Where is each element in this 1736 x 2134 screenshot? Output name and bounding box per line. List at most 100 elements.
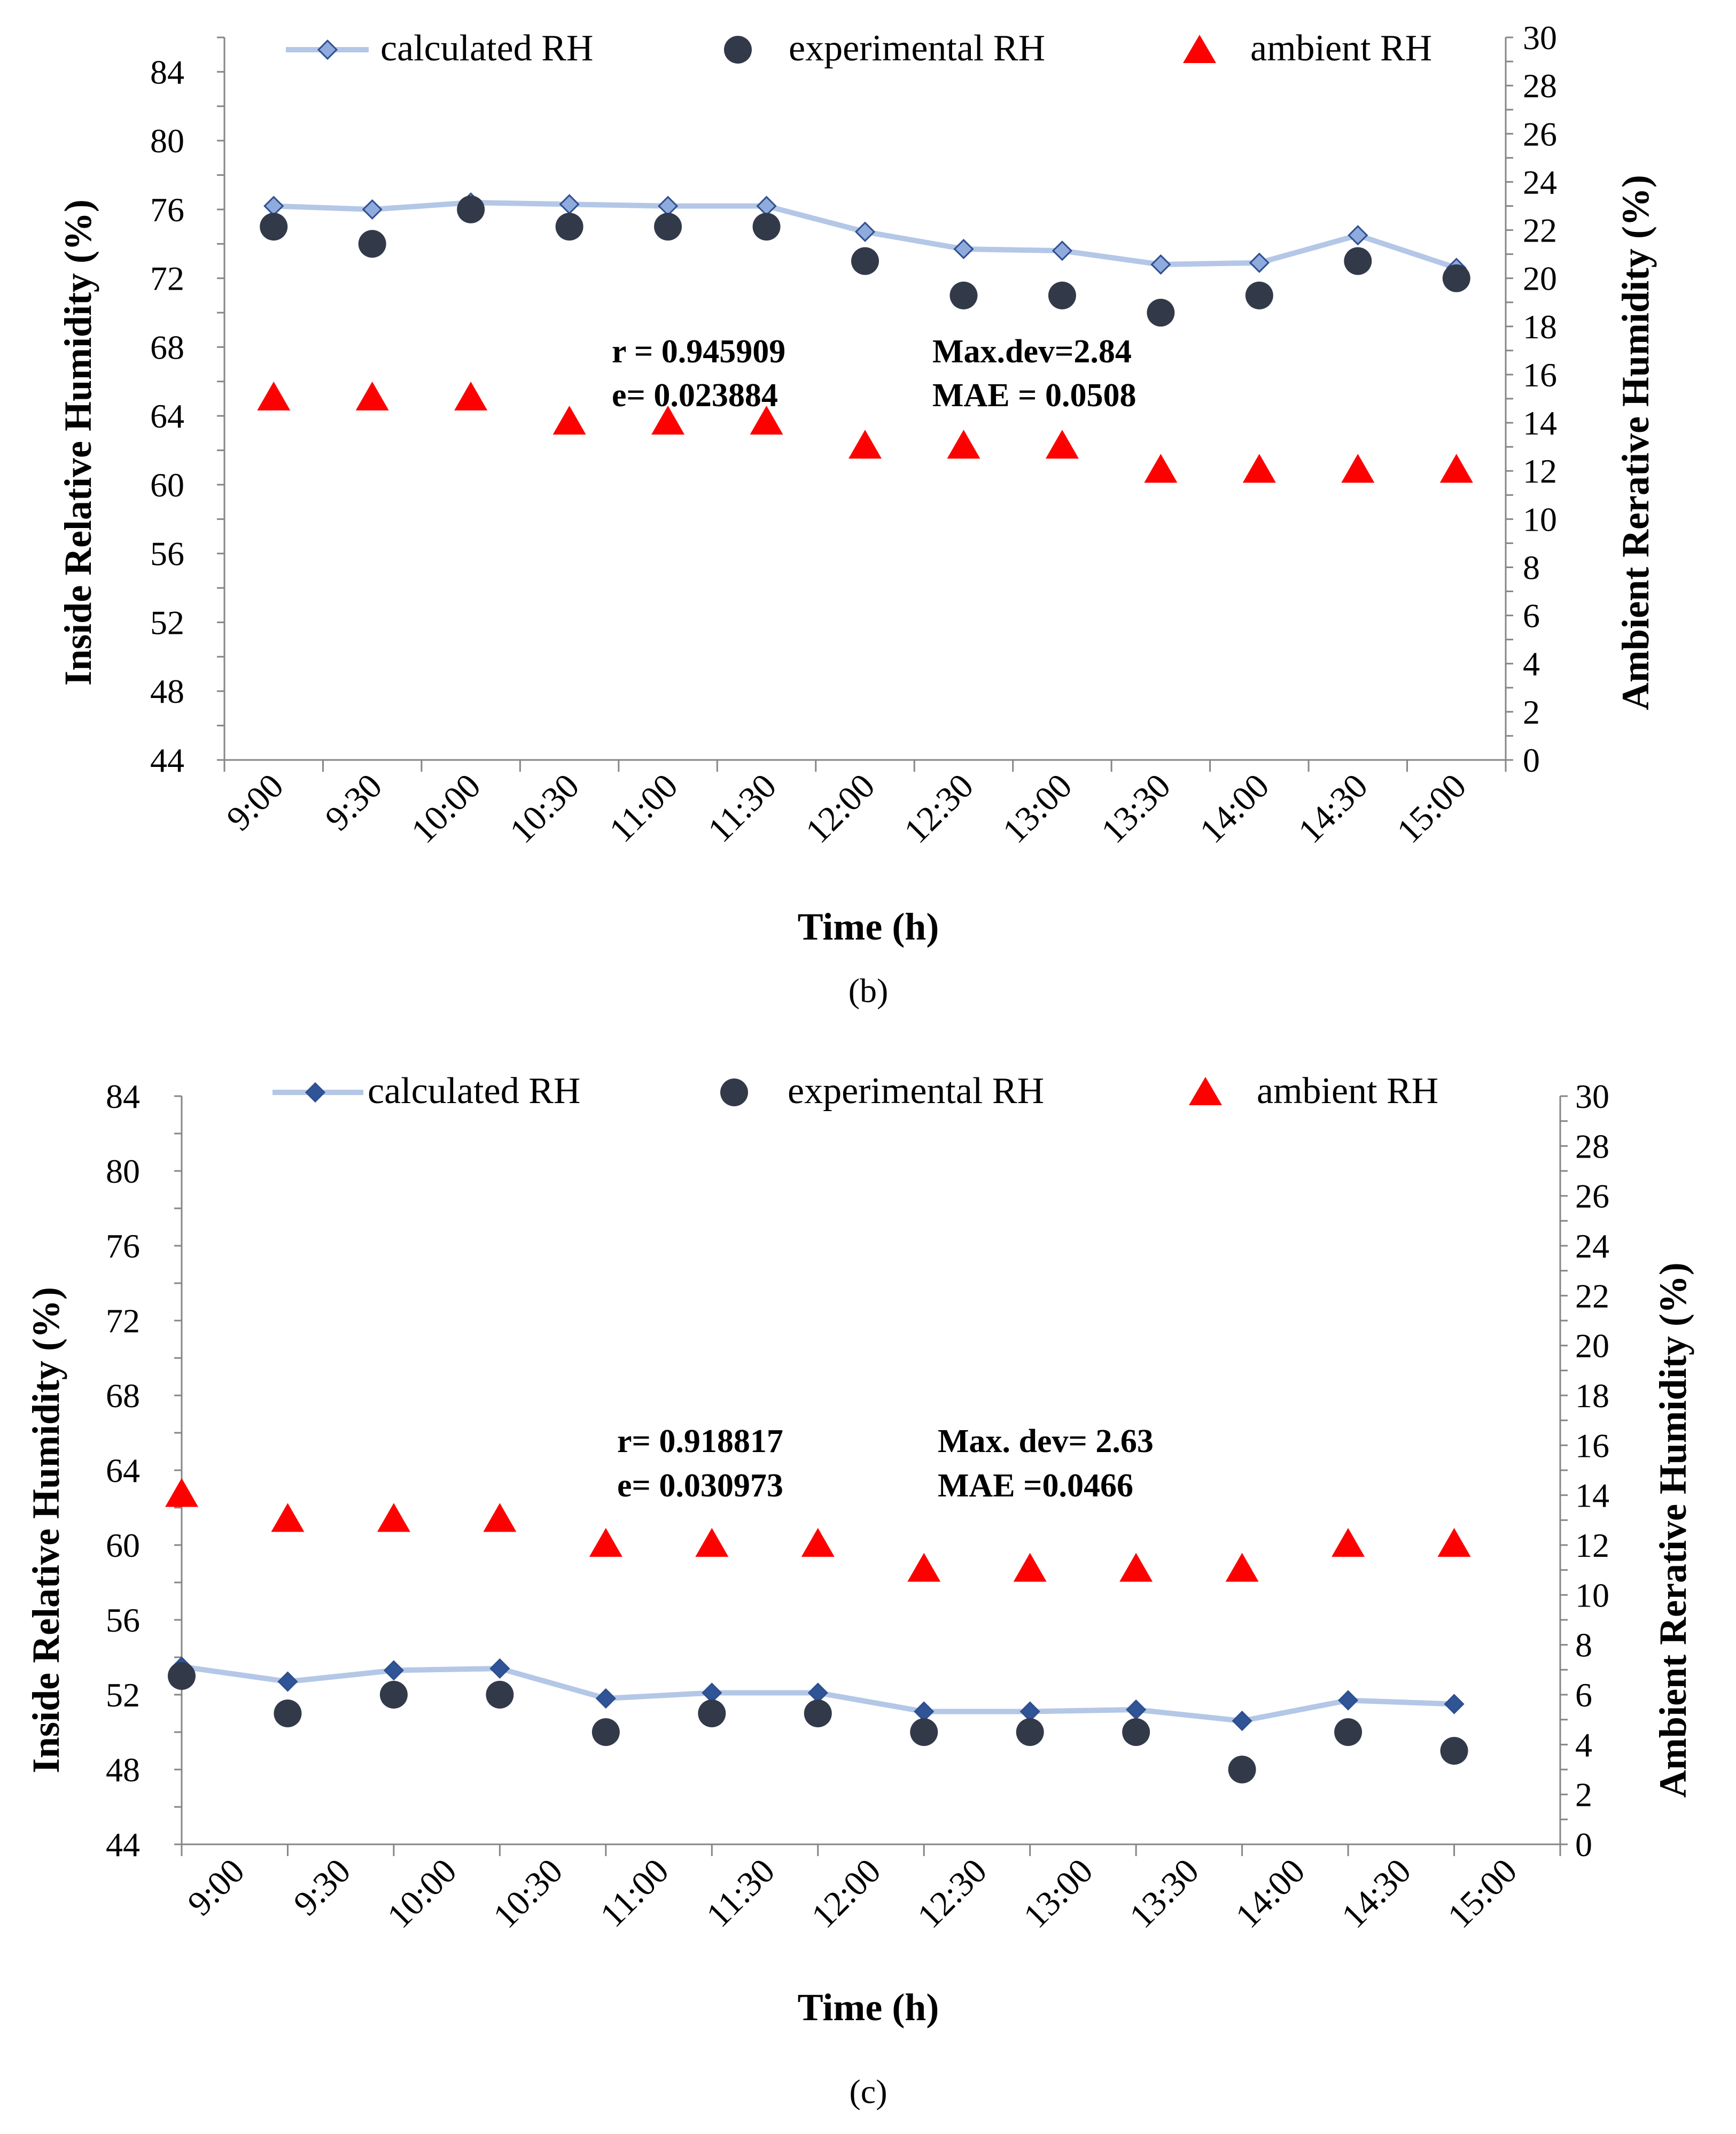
right-axis-tick-label: 8 bbox=[1575, 1626, 1592, 1664]
chart-c-experimental-markers bbox=[168, 1662, 1468, 1783]
ambient-rh-point bbox=[1119, 1553, 1153, 1582]
calculated-rh-point bbox=[263, 196, 284, 216]
left-axis-tick-label: 52 bbox=[106, 1676, 140, 1714]
experimental-rh-point bbox=[851, 247, 879, 275]
calculated-rh-point bbox=[559, 194, 580, 215]
chart-b-experimental-markers bbox=[260, 195, 1470, 327]
right-axis-tick-label: 12 bbox=[1575, 1526, 1609, 1564]
chart-c-y2-axis-title: Ambient Rerative Humidity (%) bbox=[1652, 1262, 1694, 1798]
left-axis-tick-label: 64 bbox=[106, 1452, 140, 1489]
ambient-rh-point bbox=[1144, 454, 1178, 483]
calculated-rh-point bbox=[1126, 1699, 1147, 1720]
chart-b-annotation-r: r = 0.945909 bbox=[612, 333, 785, 370]
experimental-rh-point bbox=[1334, 1718, 1363, 1746]
chart-b-caption: (b) bbox=[848, 972, 889, 1010]
chart-c-legend: calculated RH experimental RH ambient RH bbox=[273, 1070, 1438, 1112]
calculated-rh-point bbox=[489, 1658, 510, 1679]
right-axis-tick-label: 6 bbox=[1523, 597, 1540, 635]
calculated-rh-point bbox=[595, 1688, 616, 1709]
chart-c-annotation-r: r= 0.918817 bbox=[617, 1423, 783, 1460]
experimental-rh-point bbox=[457, 195, 485, 223]
left-axis-tick-label: 60 bbox=[106, 1526, 140, 1564]
calculated-rh-point bbox=[854, 221, 876, 242]
experimental-rh-point bbox=[698, 1700, 726, 1727]
experimental-rh-point bbox=[752, 213, 781, 241]
calculated-rh-point bbox=[657, 196, 679, 216]
left-axis-tick-label: 44 bbox=[106, 1826, 140, 1864]
legend-experimental-rh-marker bbox=[724, 36, 752, 64]
calculated-rh-point bbox=[1249, 252, 1270, 273]
right-axis-tick-label: 0 bbox=[1523, 741, 1540, 779]
right-axis-tick-label: 14 bbox=[1523, 404, 1557, 442]
ambient-rh-point bbox=[1013, 1553, 1047, 1582]
ambient-rh-point bbox=[1045, 430, 1079, 459]
chart-c-left-axis: 44 48 52 56 60 64 68 72 76 80 84 bbox=[106, 1077, 183, 1864]
ambient-rh-point bbox=[271, 1503, 305, 1532]
experimental-rh-point bbox=[1147, 299, 1175, 327]
calculated-rh-point bbox=[1052, 240, 1073, 261]
experimental-rh-point bbox=[949, 281, 978, 309]
left-axis-tick-label: 80 bbox=[106, 1152, 140, 1190]
experimental-rh-point bbox=[260, 213, 288, 241]
experimental-rh-point bbox=[1442, 264, 1470, 292]
calculated-rh-point bbox=[1150, 254, 1171, 275]
chart-c-calculated-markers bbox=[171, 1656, 1465, 1732]
experimental-rh-point bbox=[168, 1662, 196, 1690]
right-axis-tick-label: 12 bbox=[1523, 452, 1557, 490]
chart-b-annotation-maxdev: Max.dev=2.84 bbox=[932, 333, 1132, 370]
right-axis-tick-label: 18 bbox=[1575, 1377, 1609, 1415]
experimental-rh-point bbox=[1344, 247, 1372, 275]
left-axis-tick-label: 72 bbox=[150, 260, 184, 298]
right-axis-tick-label: 14 bbox=[1575, 1477, 1609, 1515]
calculated-rh-point bbox=[1444, 1694, 1465, 1714]
legend-experimental-rh-marker bbox=[720, 1078, 748, 1106]
right-axis-tick-label: 6 bbox=[1575, 1676, 1592, 1714]
experimental-rh-point bbox=[274, 1700, 302, 1727]
right-axis-tick-label: 28 bbox=[1575, 1127, 1609, 1165]
experimental-rh-point bbox=[1228, 1756, 1256, 1783]
calculated-rh-point bbox=[807, 1682, 828, 1703]
ambient-rh-point bbox=[355, 382, 389, 410]
right-axis-tick-label: 18 bbox=[1523, 308, 1557, 346]
right-axis-tick-label: 4 bbox=[1575, 1726, 1592, 1764]
ambient-rh-point bbox=[907, 1553, 941, 1582]
ambient-rh-point bbox=[695, 1528, 729, 1557]
right-axis-tick-label: 16 bbox=[1523, 356, 1557, 394]
experimental-rh-point bbox=[486, 1681, 514, 1709]
calculated-rh-point bbox=[383, 1660, 404, 1681]
left-axis-tick-label: 52 bbox=[150, 603, 184, 641]
left-axis-tick-label: 84 bbox=[150, 53, 184, 91]
ambient-rh-point bbox=[651, 406, 685, 435]
calculated-rh-point bbox=[1019, 1701, 1040, 1722]
experimental-rh-point bbox=[1048, 281, 1076, 309]
ambient-rh-point bbox=[1225, 1553, 1259, 1582]
ambient-rh-point bbox=[801, 1528, 835, 1557]
legend-ambient-rh-label: ambient RH bbox=[1257, 1070, 1438, 1112]
experimental-rh-point bbox=[358, 230, 386, 258]
right-axis-tick-label: 20 bbox=[1523, 260, 1557, 298]
ambient-rh-point bbox=[1437, 1528, 1471, 1557]
ambient-rh-point bbox=[589, 1528, 622, 1557]
ambient-rh-point bbox=[454, 382, 488, 410]
right-axis-tick-label: 30 bbox=[1523, 19, 1557, 57]
left-axis-tick-label: 48 bbox=[150, 672, 184, 710]
ambient-rh-point bbox=[377, 1503, 410, 1532]
ambient-rh-point bbox=[750, 406, 783, 435]
right-axis-tick-label: 4 bbox=[1523, 645, 1540, 683]
calculated-rh-point bbox=[914, 1701, 935, 1722]
left-axis-tick-label: 56 bbox=[106, 1601, 140, 1639]
right-axis-tick-label: 26 bbox=[1523, 115, 1557, 153]
legend-calculated-rh-label: calculated RH bbox=[380, 28, 593, 69]
ambient-rh-point bbox=[483, 1503, 517, 1532]
ambient-rh-point bbox=[848, 430, 882, 459]
calculated-rh-point bbox=[702, 1682, 722, 1703]
experimental-rh-point bbox=[1122, 1718, 1150, 1746]
calculated-rh-point bbox=[1348, 225, 1368, 246]
right-axis-tick-label: 28 bbox=[1523, 67, 1557, 105]
right-axis-tick-label: 30 bbox=[1575, 1077, 1609, 1115]
left-axis-tick-label: 44 bbox=[150, 741, 184, 779]
left-axis-tick-label: 76 bbox=[106, 1227, 140, 1265]
right-axis-tick-label: 26 bbox=[1575, 1177, 1609, 1215]
